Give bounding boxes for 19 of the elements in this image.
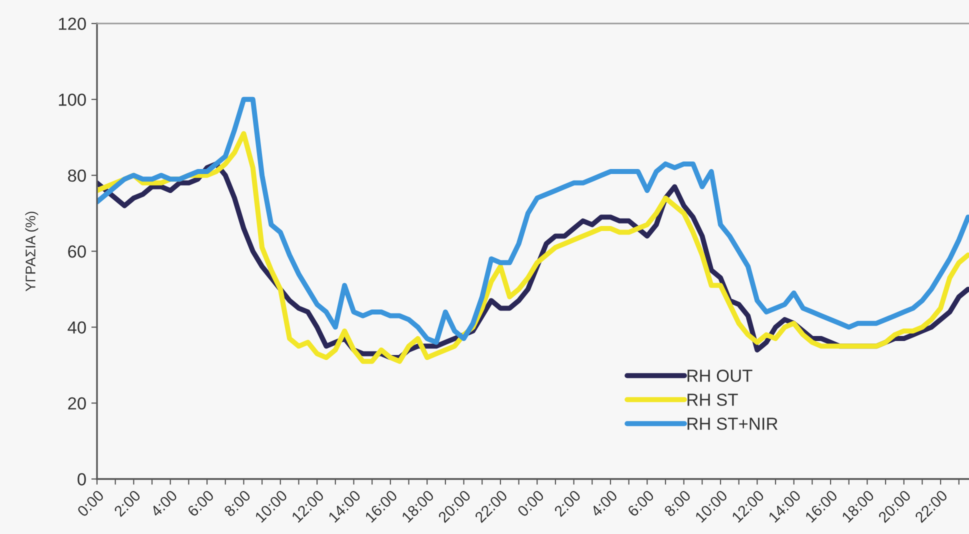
y-tick-label: 40: [68, 321, 86, 334]
x-tick-label: 0:00: [76, 489, 105, 518]
x-tick-label: 8:00: [223, 489, 252, 518]
y-tick-label: 20: [68, 397, 86, 410]
y-tick-label: 120: [58, 18, 86, 30]
x-tick-label: 4:00: [590, 489, 618, 518]
legend-label: RH ST: [688, 394, 738, 406]
y-tick-label: 60: [68, 245, 86, 258]
x-tick-label: 4:00: [150, 489, 178, 518]
y-tick-label: 80: [68, 170, 86, 182]
x-tick-label: 6:00: [186, 489, 215, 518]
legend-label: RH OUT: [688, 370, 752, 382]
x-tick-label: 0:00: [516, 489, 545, 518]
y-tick-label: 100: [58, 94, 86, 106]
legend-label: RH ST+NIR: [688, 418, 778, 430]
y-axis-title: ΥΓΡΑΣΙΑ (%): [25, 212, 38, 292]
x-tick-label: 8:00: [664, 489, 692, 518]
y-tick-label: 0: [78, 473, 86, 486]
x-tick-label: 6:00: [626, 489, 655, 518]
